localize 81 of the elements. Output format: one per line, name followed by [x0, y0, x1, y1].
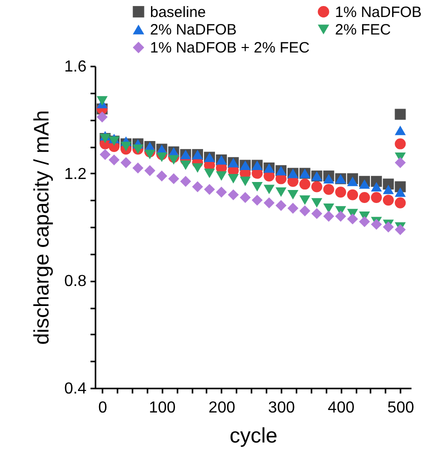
point: [323, 203, 334, 213]
point: [204, 184, 215, 195]
y-tick-label: 0.4: [64, 380, 87, 398]
point: [347, 189, 358, 200]
point: [394, 224, 406, 236]
point: [347, 213, 358, 224]
point: [240, 176, 251, 186]
point: [228, 189, 239, 200]
point: [370, 182, 382, 192]
point: [311, 198, 322, 208]
point: [370, 192, 382, 203]
legend-label: baseline: [150, 4, 206, 21]
point: [323, 174, 334, 184]
y-axis-title: discharge capacity / mAh: [30, 110, 54, 345]
point: [216, 186, 227, 198]
y-tick-label: 0.8: [64, 273, 87, 290]
point: [394, 157, 406, 168]
x-tick-label: 300: [268, 400, 295, 416]
point: [132, 162, 144, 174]
point: [311, 181, 322, 192]
point: [347, 176, 358, 186]
x-tick-label: 100: [148, 400, 176, 416]
point: [276, 200, 286, 212]
point: [240, 192, 251, 203]
point: [323, 210, 334, 222]
point: [382, 222, 394, 232]
point: [228, 174, 239, 184]
y-tick-label: 1.6: [64, 58, 87, 76]
point: [382, 184, 394, 194]
point: [335, 210, 346, 222]
point: [192, 181, 204, 192]
point: [100, 149, 111, 160]
legend-label: 1% NaDFOB: [335, 4, 422, 21]
x-tick-label: 200: [208, 400, 236, 416]
point: [394, 187, 406, 197]
point: [252, 194, 263, 206]
point: [394, 108, 406, 120]
point: [394, 138, 406, 150]
point: [299, 205, 310, 216]
point: [287, 202, 298, 214]
point: [120, 157, 132, 168]
point: [382, 194, 394, 206]
point: [370, 218, 382, 230]
point: [335, 186, 346, 198]
point: [144, 150, 156, 160]
point: [359, 179, 370, 189]
point: [144, 165, 156, 176]
point: [264, 184, 275, 194]
point: [96, 96, 108, 106]
point: [323, 184, 334, 195]
point: [394, 197, 406, 208]
point: [299, 195, 310, 205]
x-tick-label: 0: [98, 400, 108, 416]
legend-label: 2% FEC: [335, 22, 392, 38]
x-axis-title: cycle: [230, 424, 278, 448]
legend-label: 2% NaDFOB: [150, 22, 237, 38]
y-tick-label: 1.2: [64, 166, 87, 183]
x-tick-label: 500: [387, 400, 414, 416]
point: [108, 154, 120, 166]
point: [156, 152, 168, 162]
point: [156, 170, 168, 182]
point: [192, 163, 204, 173]
point: [394, 126, 406, 136]
legend-label: 1% NaDFOB + 2% FEC: [150, 40, 310, 56]
point: [252, 182, 263, 192]
point: [359, 216, 370, 228]
point: [168, 155, 180, 165]
point: [180, 160, 192, 170]
x-tick-label: 400: [328, 400, 355, 416]
point: [311, 208, 322, 220]
point: [120, 142, 132, 152]
point: [168, 173, 180, 184]
point: [204, 168, 215, 178]
point: [299, 178, 310, 190]
point: [276, 187, 286, 197]
point: [216, 171, 227, 181]
point: [359, 192, 370, 203]
point: [287, 190, 298, 200]
point: [180, 176, 192, 187]
point: [96, 112, 108, 122]
point: [264, 197, 275, 208]
